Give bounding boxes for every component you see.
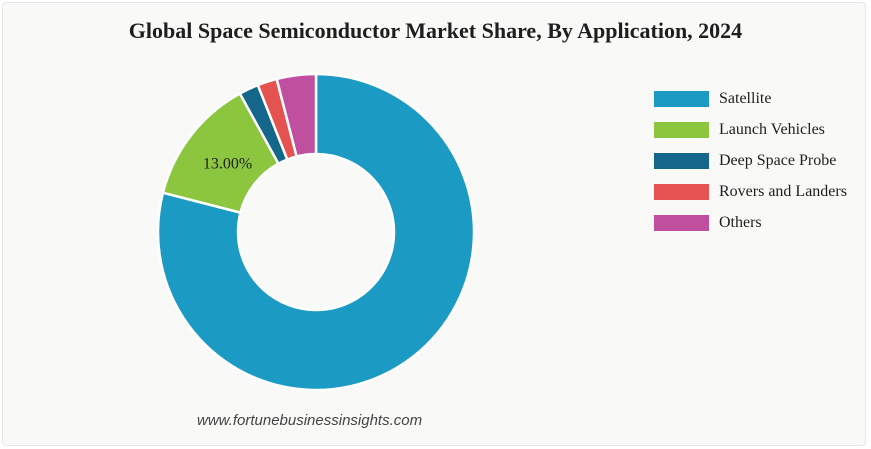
legend-swatch (654, 214, 709, 231)
legend-swatch (654, 121, 709, 138)
chart-title: Global Space Semiconductor Market Share,… (128, 18, 743, 43)
legend-swatch (654, 90, 709, 107)
source-credit: www.fortunebusinessinsights.com (197, 412, 423, 429)
legend-swatch (654, 152, 709, 169)
legend-item-launch-vehicles[interactable]: Launch Vehicles (654, 114, 847, 145)
slice-satellite[interactable] (156, 72, 476, 392)
legend-label: Rovers and Landers (719, 182, 847, 200)
legend-label: Deep Space Probe (719, 151, 837, 169)
slice-others[interactable] (275, 72, 318, 158)
legend-label: Satellite (719, 89, 772, 107)
legend-item-rovers-and-landers[interactable]: Rovers and Landers (654, 176, 847, 207)
legend-label: Launch Vehicles (719, 120, 825, 138)
legend-label: Others (719, 213, 762, 231)
legend: Satellite Launch Vehicles Deep Space Pro… (654, 83, 847, 238)
legend-item-others[interactable]: Others (654, 207, 847, 238)
legend-swatch (654, 183, 709, 200)
data-label-launch-vehicles: 13.00% (203, 155, 252, 172)
legend-item-satellite[interactable]: Satellite (654, 83, 847, 114)
legend-item-deep-space-probe[interactable]: Deep Space Probe (654, 145, 847, 176)
